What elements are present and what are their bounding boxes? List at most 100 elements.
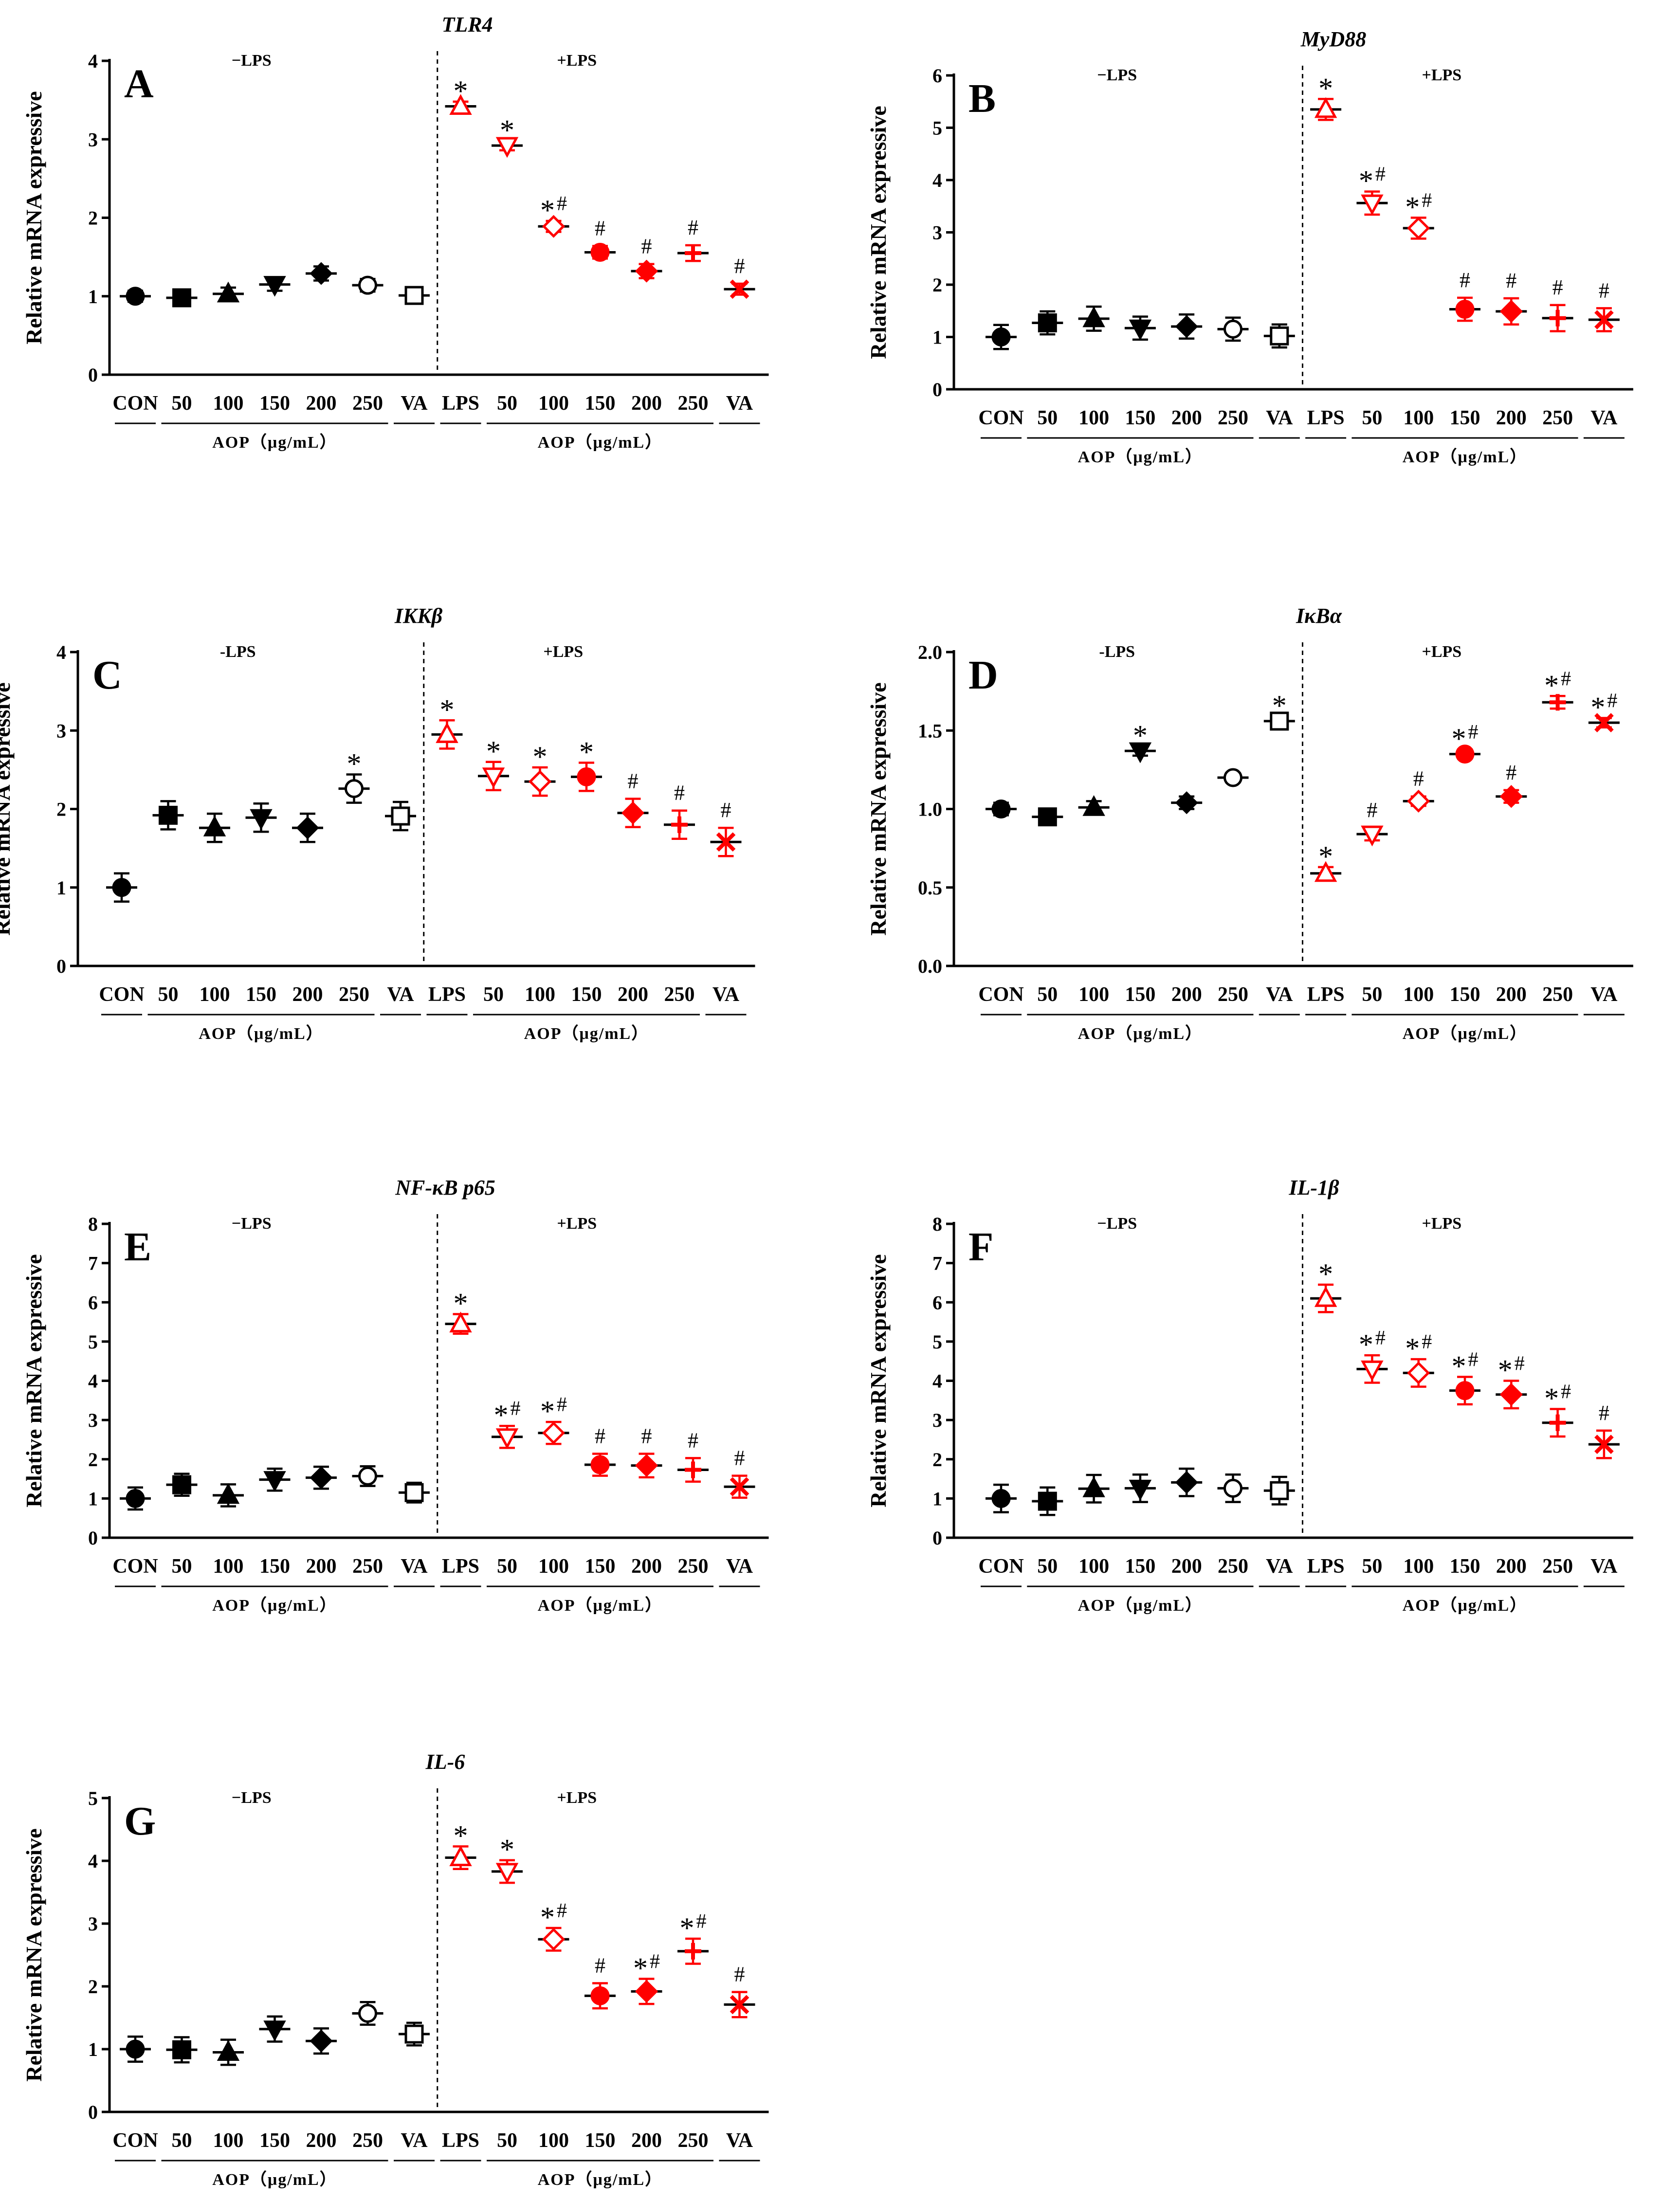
data-point [1124,1473,1156,1503]
significance-mark: * [454,1819,468,1852]
x-tick-label: 50 [497,392,517,415]
data-point [120,287,151,306]
point-marker [730,1477,749,1497]
data-point: # [1356,798,1388,847]
y-tick-label: 0.0 [918,955,942,977]
data-point: # [617,769,649,828]
x-tick-label: LPS [442,1555,479,1578]
data-point [1078,795,1110,816]
data-point [120,2035,151,2063]
panel-title: IL-1β [1288,1176,1339,1200]
data-point: *# [1449,1348,1480,1406]
minus-lps-label: −LPS [232,1215,272,1233]
data-point: *# [1588,690,1620,732]
data-point: *# [677,1910,709,1965]
significance-mark: # [721,798,731,822]
point-marker [1129,319,1152,341]
y-tick-label: 0 [88,364,98,386]
point-marker [730,279,749,299]
significance-mark: *# [1544,668,1571,701]
point-marker [482,767,505,789]
x-tick-label: CON [112,2129,158,2152]
plus-lps-label: +LPS [557,52,597,70]
x-tick-label: 200 [631,392,662,415]
y-tick-label: 8 [932,1213,942,1235]
y-tick-label: 3 [56,720,66,742]
data-point [352,1465,383,1487]
data-point: # [584,1954,616,2010]
point-marker [1499,1383,1523,1406]
significance-mark: * [440,693,455,726]
data-point [259,276,291,297]
point-marker [404,2024,424,2044]
x-tick-label: 50 [497,2129,517,2152]
data-point [1032,1486,1063,1516]
point-marker [1549,694,1566,711]
x-tick-label: 250 [678,2129,709,2152]
x-tick-label: 200 [1171,983,1202,1006]
data-point: * [445,1287,476,1335]
x-tick-label: VA [1590,407,1618,429]
y-tick-label: 2 [88,1449,98,1471]
significance-mark: * [454,75,468,107]
x-tick-label: VA [726,2129,753,2152]
x-tick-label: 100 [1078,407,1109,429]
data-point [385,800,416,832]
significance-mark: *# [1590,690,1617,723]
panel-letter: B [968,76,996,121]
point-marker [1455,745,1475,764]
y-tick-label: 4 [88,1850,98,1872]
x-tick-label: 50 [1362,407,1382,429]
data-point: # [1403,767,1434,813]
point-marker [635,1980,658,2003]
significance-mark: # [1599,1401,1609,1425]
panel-title: IκBα [1296,604,1342,628]
point-marker [1594,713,1614,732]
x-tick-label: 250 [1218,407,1248,429]
point-marker [1549,1414,1566,1431]
point-marker [1038,807,1057,827]
data-point: *# [492,1398,523,1450]
point-marker [590,1455,610,1474]
data-point [306,1465,337,1490]
point-marker [590,1986,610,2005]
panel-d: IκBα D 0.0 0.5 1.0 1.5 2.0 Relative mRNA expres… [866,604,1633,1043]
y-tick-label: 0 [56,955,66,977]
data-point: *# [1356,164,1388,216]
x-tick-label: VA [712,983,740,1006]
data-point: # [584,1424,616,1477]
significance-mark: *# [1452,1348,1479,1382]
significance-mark: # [641,235,652,258]
point-marker [217,281,240,303]
point-marker [263,2020,286,2041]
minus-lps-label: −LPS [232,1789,272,1807]
point-marker [1407,217,1430,240]
point-marker [217,2040,240,2061]
point-marker [126,287,145,306]
x-tick-label: 150 [259,1555,290,1578]
point-marker [1082,795,1105,816]
data-point: *# [1542,1381,1573,1438]
point-marker [449,1845,472,1867]
y-tick-label: 3 [932,1409,942,1431]
data-point: * [524,741,556,797]
x-tick-label: 250 [1542,1555,1573,1578]
data-point: * [1310,1258,1342,1313]
y-tick-label: 0 [932,379,942,400]
point-marker [1314,97,1337,118]
data-point [152,800,184,831]
data-point [166,288,198,308]
data-point: # [631,1424,662,1479]
panel-e: NF-κB p65 E 0 1 2 3 4 5 6 7 8 Relative mRNA express… [21,1176,769,1615]
significance-mark: # [1460,268,1470,292]
x-tick-label: VA [1590,1555,1618,1578]
data-point [399,1481,430,1504]
panel-letter: F [968,1224,993,1270]
x-tick-label: LPS [442,392,479,415]
point-marker [1499,300,1523,323]
point-marker [1594,1435,1614,1454]
point-marker [126,1489,145,1508]
data-point [986,324,1017,350]
significance-mark: *# [1405,189,1432,223]
point-marker [358,275,377,295]
